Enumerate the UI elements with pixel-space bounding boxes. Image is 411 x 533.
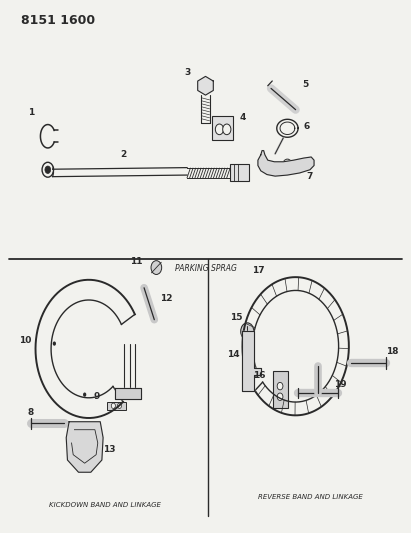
Bar (107, 401, 126, 410)
Text: PARKING SPRAG: PARKING SPRAG (175, 264, 236, 273)
Text: 9: 9 (94, 392, 100, 401)
Text: 2: 2 (120, 150, 127, 159)
Polygon shape (66, 422, 103, 472)
Circle shape (123, 389, 129, 398)
Text: 14: 14 (227, 350, 240, 359)
Circle shape (81, 435, 89, 446)
Text: 10: 10 (19, 336, 32, 345)
Circle shape (215, 124, 224, 135)
Text: REVERSE BAND AND LINKAGE: REVERSE BAND AND LINKAGE (258, 495, 363, 500)
Polygon shape (115, 387, 141, 399)
Text: 4: 4 (239, 112, 245, 122)
Text: 1: 1 (28, 108, 35, 117)
Circle shape (277, 393, 283, 400)
Text: 11: 11 (129, 257, 142, 265)
Circle shape (241, 323, 254, 340)
Text: 15: 15 (231, 312, 243, 321)
Text: KICKDOWN BAND AND LINKAGE: KICKDOWN BAND AND LINKAGE (49, 503, 161, 508)
Text: 13: 13 (103, 446, 115, 455)
Text: 8151 1600: 8151 1600 (21, 14, 95, 27)
Circle shape (245, 364, 252, 372)
Circle shape (151, 261, 162, 274)
Circle shape (282, 159, 292, 172)
Text: 17: 17 (252, 266, 265, 275)
Circle shape (111, 403, 115, 408)
Bar (230, 165, 249, 181)
Text: 19: 19 (335, 380, 347, 389)
Polygon shape (258, 151, 314, 176)
Polygon shape (242, 332, 261, 391)
Text: 5: 5 (303, 80, 309, 89)
Bar (212, 116, 233, 140)
Text: 16: 16 (253, 371, 266, 380)
Text: 6: 6 (304, 122, 310, 131)
Bar (272, 371, 288, 408)
Circle shape (83, 392, 86, 397)
Text: 3: 3 (184, 68, 190, 77)
Circle shape (277, 382, 283, 390)
Circle shape (118, 403, 122, 408)
Polygon shape (198, 76, 213, 95)
Circle shape (53, 342, 56, 346)
Text: 7: 7 (307, 172, 313, 181)
Text: 8: 8 (27, 408, 33, 417)
Circle shape (45, 166, 51, 173)
Circle shape (223, 124, 231, 135)
Text: 18: 18 (386, 347, 398, 356)
Text: 12: 12 (160, 294, 173, 303)
